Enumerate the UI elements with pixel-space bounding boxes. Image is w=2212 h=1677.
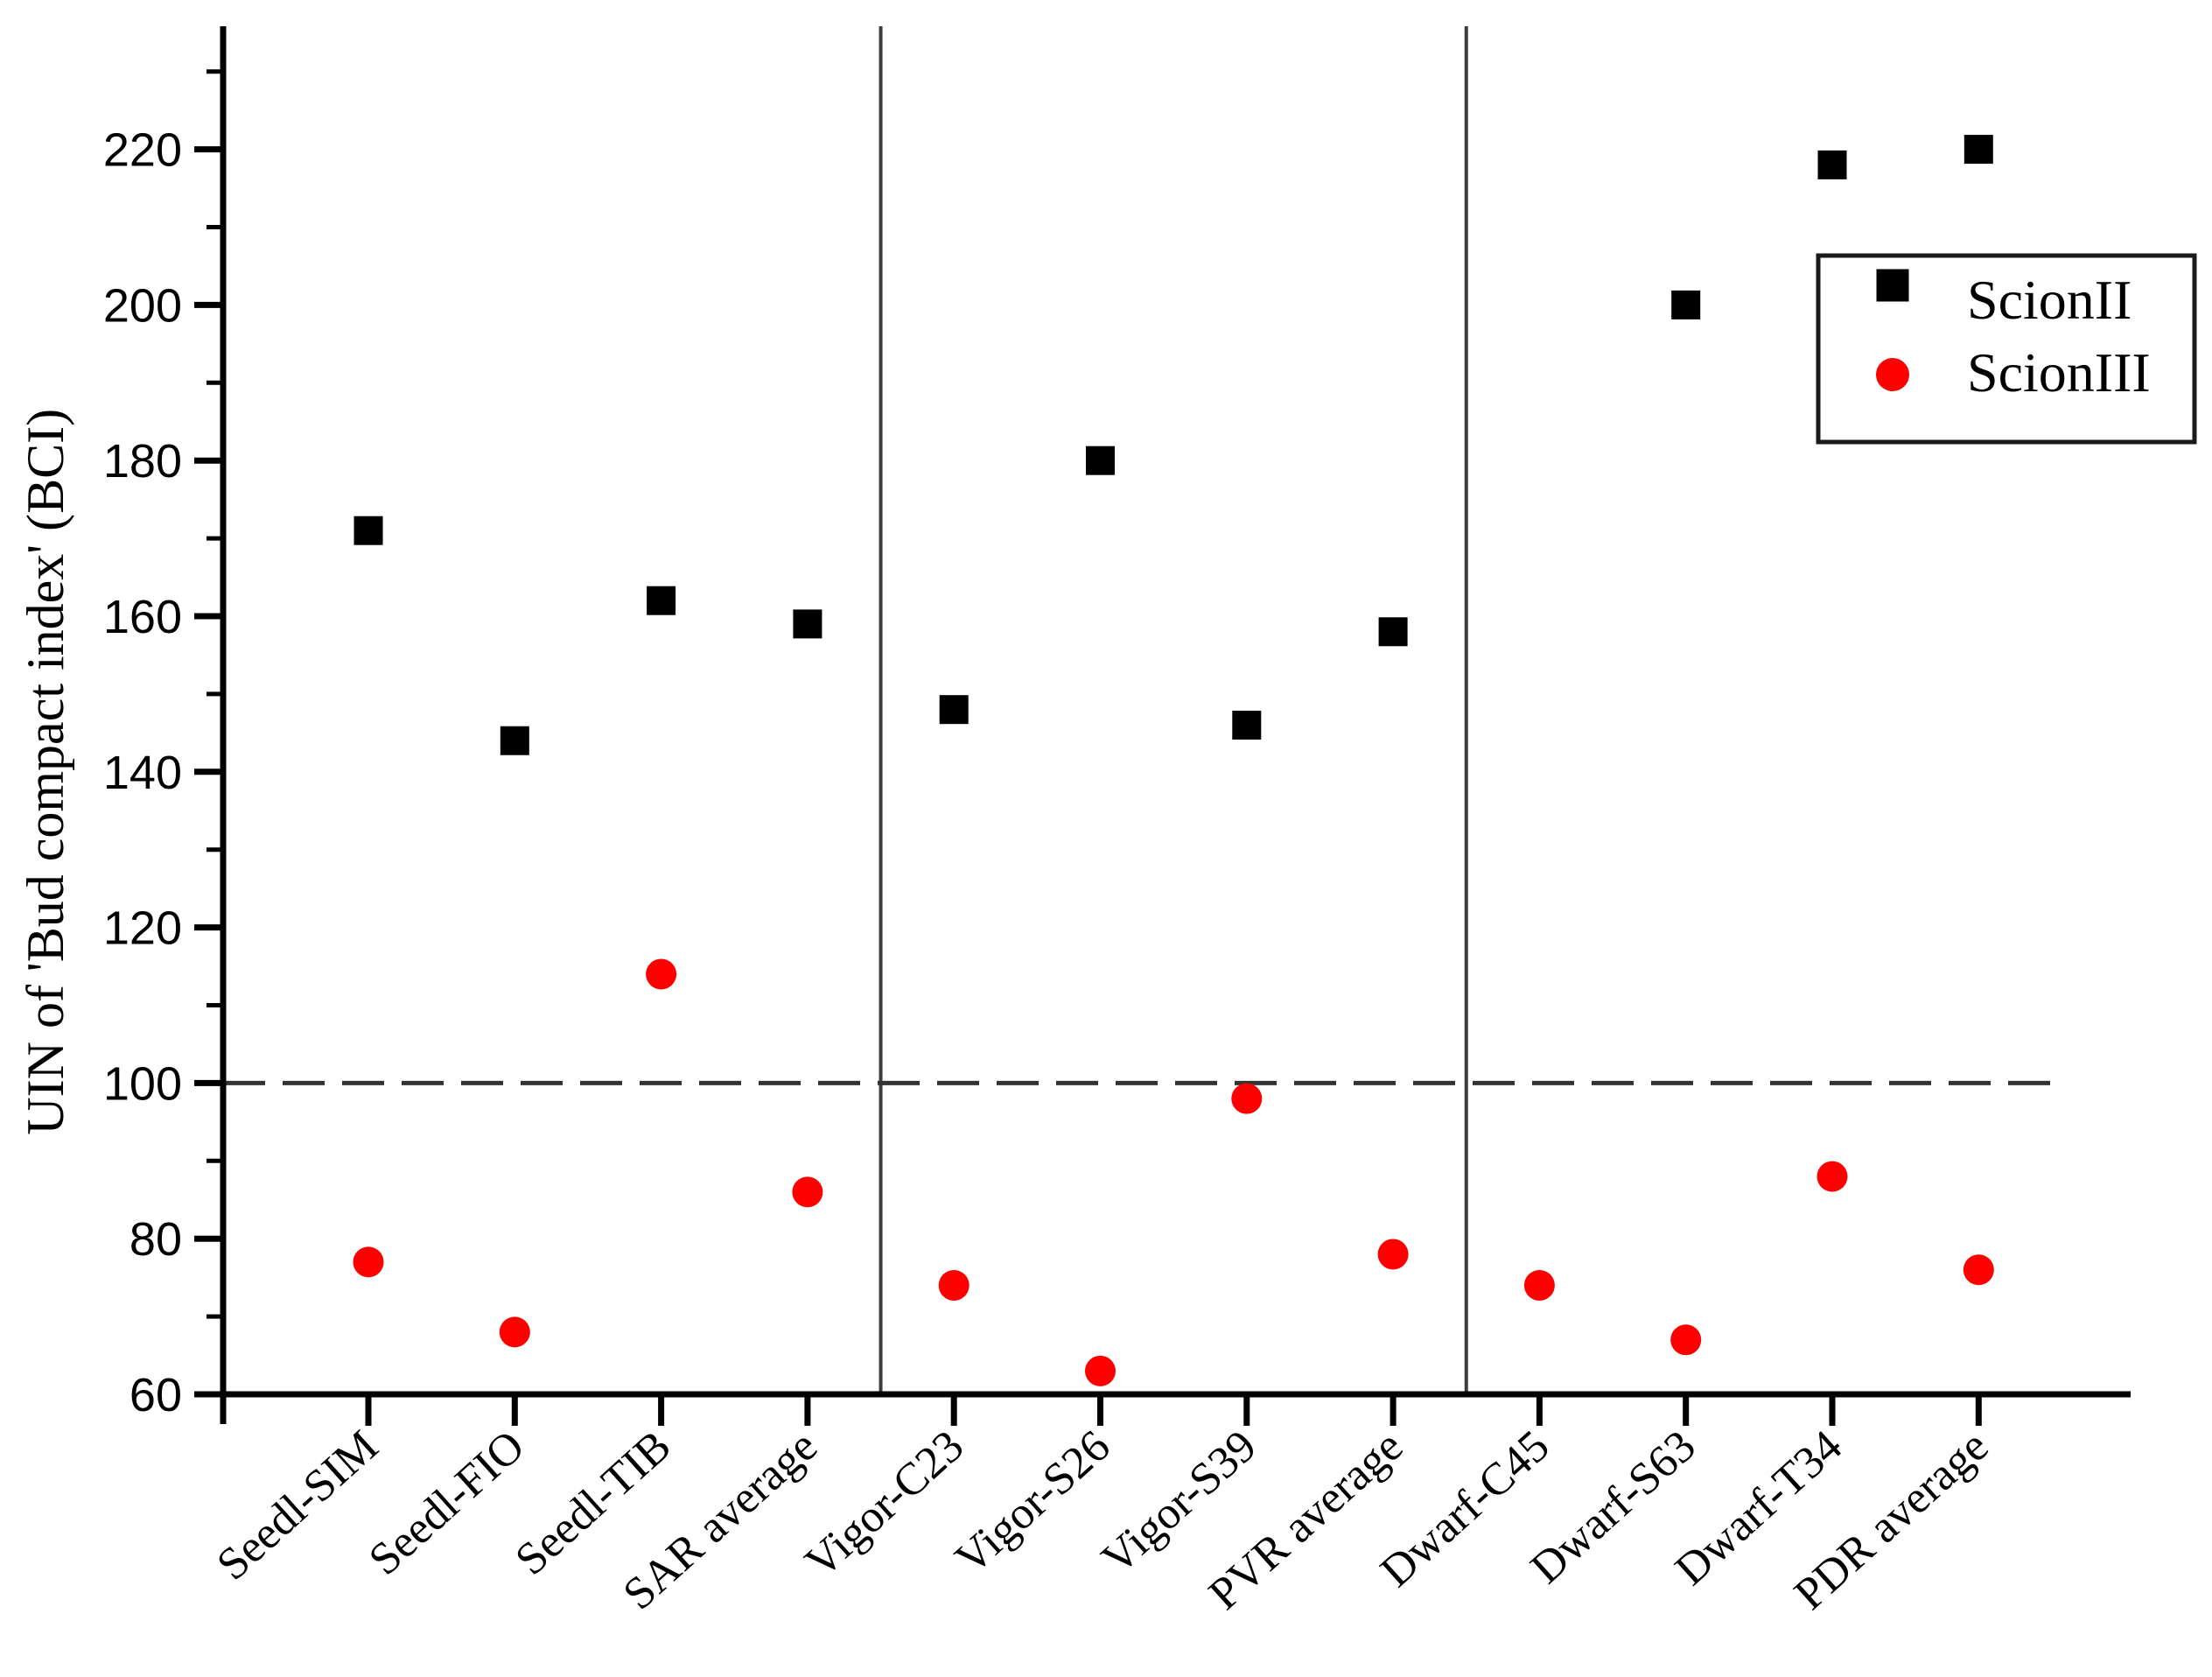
y-tick-label: 140: [103, 747, 182, 799]
x-category-label: Seedl-FIO: [360, 1421, 534, 1585]
y-tick-label: 100: [103, 1057, 182, 1110]
y-tick-label: 80: [130, 1213, 182, 1266]
legend-marker-scioniii-icon: [1876, 358, 1909, 391]
data-point-scionii: [1086, 446, 1115, 475]
data-point-scionii: [1378, 617, 1408, 647]
data-point-scioniii: [1523, 1270, 1555, 1302]
data-point-scioniii: [1377, 1238, 1409, 1270]
data-point-scioniii: [1816, 1161, 1848, 1192]
data-point-scioniii: [1963, 1254, 1994, 1286]
data-point-scionii: [1964, 135, 1993, 165]
data-point-scioniii: [646, 958, 677, 990]
data-point-scioniii: [938, 1270, 970, 1302]
data-point-scionii: [500, 726, 529, 755]
y-tick-label: 220: [103, 124, 182, 177]
y-tick-label: 180: [103, 435, 182, 488]
data-point-scioniii: [1670, 1324, 1702, 1356]
x-category-label: Vigor-S26: [946, 1421, 1119, 1584]
data-point-scionii: [793, 609, 822, 639]
data-point-scionii: [1232, 710, 1262, 740]
legend-marker-scionii-icon: [1876, 269, 1909, 302]
x-category-label: Seedl-SIM: [207, 1421, 388, 1590]
x-category-label: Vigor-C23: [796, 1421, 973, 1588]
y-axis-title: UIN of 'Bud compact index' (BCI): [17, 409, 74, 1135]
y-tick-label: 200: [103, 279, 182, 332]
legend-label-scionii: ScionII: [1967, 269, 2132, 331]
data-point-scioniii: [1231, 1083, 1263, 1114]
data-point-scioniii: [353, 1246, 384, 1278]
data-point-scionii: [1817, 150, 1847, 179]
y-tick-label: 60: [130, 1369, 182, 1421]
legend-label-scioniii: ScionIII: [1967, 341, 2151, 403]
data-point-scioniii: [499, 1316, 530, 1348]
data-point-scionii: [1671, 290, 1701, 319]
y-tick-label: 120: [103, 902, 182, 955]
data-point-scionii: [939, 695, 969, 725]
data-point-scionii: [354, 516, 383, 545]
data-point-scionii: [647, 586, 676, 615]
y-tick-label: 160: [103, 591, 182, 643]
data-point-scioniii: [1085, 1355, 1116, 1386]
data-point-scioniii: [792, 1176, 823, 1208]
